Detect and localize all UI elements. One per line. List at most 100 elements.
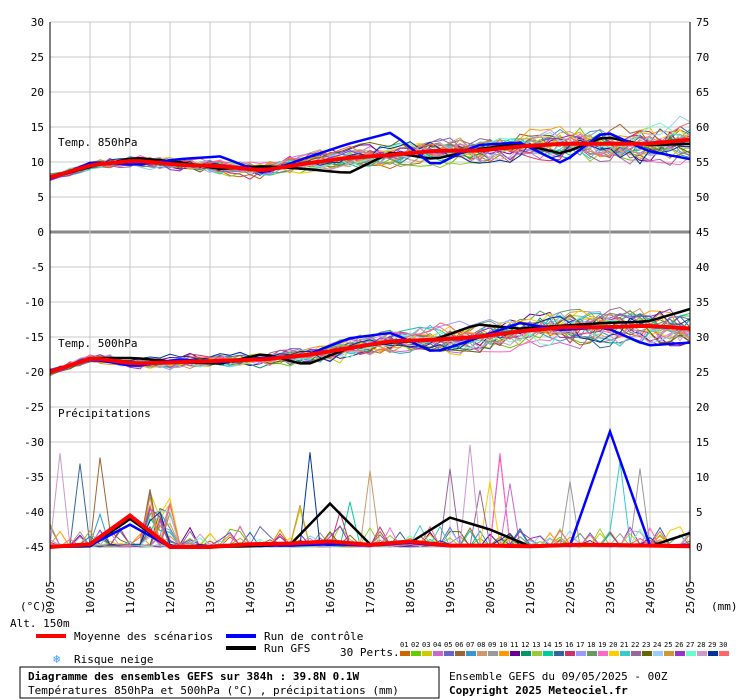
right-tick-label: 20 xyxy=(696,401,709,414)
perturbation-id: 07 xyxy=(466,641,474,649)
pert-line-500 xyxy=(49,323,691,371)
perturbation-id: 14 xyxy=(543,641,551,649)
left-unit-label: (°C) xyxy=(20,600,47,613)
perturbation-swatch xyxy=(708,651,718,656)
right-tick-label: 5 xyxy=(696,506,703,519)
x-tick-label: 23/05 xyxy=(604,581,617,614)
perturbation-id: 09 xyxy=(488,641,496,649)
perturbation-swatch xyxy=(598,651,608,656)
series-mean-precip xyxy=(49,512,691,549)
perturbation-swatch xyxy=(686,651,696,656)
perturbation-swatch xyxy=(510,651,520,656)
panel-label-t500: Temp. 500hPa xyxy=(58,337,137,350)
perturbation-swatch xyxy=(631,651,641,656)
perturbation-id: 15 xyxy=(554,641,562,649)
perturbation-id: 21 xyxy=(620,641,628,649)
footer-subtitle: Températures 850hPa et 500hPa (°C) , pré… xyxy=(28,684,399,697)
perturbation-swatch xyxy=(576,651,586,656)
x-tick-label: 17/05 xyxy=(364,581,377,614)
perturbation-swatch xyxy=(543,651,553,656)
footer-copyright: Copyright 2025 Meteociel.fr xyxy=(449,684,628,697)
series-mean-500 xyxy=(49,324,691,374)
x-tick-label: 20/05 xyxy=(484,581,497,614)
perturbation-swatch xyxy=(719,651,729,656)
perturbation-swatch xyxy=(433,651,443,656)
right-tick-label: 65 xyxy=(696,86,709,99)
perturbation-swatch xyxy=(697,651,707,656)
left-tick-label: -10 xyxy=(24,296,44,309)
perturbation-id: 23 xyxy=(642,641,650,649)
perturbation-swatch xyxy=(521,651,531,656)
footer-run-info: Ensemble GEFS du 09/05/2025 - 00Z xyxy=(449,670,668,683)
left-tick-label: -5 xyxy=(31,261,44,274)
perturbation-swatch xyxy=(466,651,476,656)
perturbation-swatch xyxy=(675,651,685,656)
footer-box xyxy=(19,666,440,699)
perturbation-id: 05 xyxy=(444,641,452,649)
left-tick-label: -40 xyxy=(24,506,44,519)
left-tick-label: 0 xyxy=(37,226,44,239)
perturbation-id: 13 xyxy=(532,641,540,649)
perturbation-swatch xyxy=(587,651,597,656)
x-tick-label: 22/05 xyxy=(564,581,577,614)
snowflake-icon: ❄ xyxy=(53,652,60,666)
right-tick-label: 0 xyxy=(696,541,703,554)
perturbation-swatch xyxy=(488,651,498,656)
left-tick-label: 5 xyxy=(37,191,44,204)
perturbation-swatch xyxy=(532,651,542,656)
perturbation-id: 27 xyxy=(686,641,694,649)
pert-line-850 xyxy=(49,128,691,178)
perturbation-swatch xyxy=(455,651,465,656)
legend-snow-label: Risque neige xyxy=(74,653,153,666)
right-tick-label: 30 xyxy=(696,331,709,344)
left-tick-label: 20 xyxy=(31,86,44,99)
left-tick-label: -20 xyxy=(24,366,44,379)
left-tick-label: 15 xyxy=(31,121,44,134)
perturbation-id: 25 xyxy=(664,641,672,649)
left-tick-label: -35 xyxy=(24,471,44,484)
main-series xyxy=(49,131,691,549)
perturbation-id: 11 xyxy=(510,641,518,649)
perturbation-id: 28 xyxy=(697,641,705,649)
x-tick-label: 25/05 xyxy=(684,581,697,614)
left-tick-label: -15 xyxy=(24,331,44,344)
right-unit-label: (mm) xyxy=(711,600,738,613)
legend-control-label: Run de contrôle xyxy=(264,630,363,643)
perturbation-id: 24 xyxy=(653,641,661,649)
perturbation-id: 04 xyxy=(433,641,441,649)
right-tick-label: 40 xyxy=(696,261,709,274)
left-tick-label: 25 xyxy=(31,51,44,64)
panel-label-t850: Temp. 850hPa xyxy=(58,136,137,149)
x-tick-label: 21/05 xyxy=(524,581,537,614)
pert-line-500 xyxy=(49,310,691,371)
perturbation-id: 03 xyxy=(422,641,430,649)
left-tick-label: 30 xyxy=(31,16,44,29)
right-tick-label: 70 xyxy=(696,51,709,64)
x-tick-label: 15/05 xyxy=(284,581,297,614)
perturbation-id: 17 xyxy=(576,641,584,649)
left-tick-label: -45 xyxy=(24,541,44,554)
x-tick-label: 12/05 xyxy=(164,581,177,614)
right-tick-label: 10 xyxy=(696,471,709,484)
perturbation-id: 02 xyxy=(411,641,419,649)
perturbation-id: 08 xyxy=(477,641,485,649)
right-tick-label: 75 xyxy=(696,16,709,29)
perturbation-id: 01 xyxy=(400,641,408,649)
perturbation-id: 12 xyxy=(521,641,529,649)
legend-gfs-label: Run GFS xyxy=(264,642,310,655)
right-tick-label: 35 xyxy=(696,296,709,309)
perturbation-swatch xyxy=(400,651,410,656)
right-tick-label: 15 xyxy=(696,436,709,449)
x-tick-label: 24/05 xyxy=(644,581,657,614)
perturbation-id: 10 xyxy=(499,641,507,649)
x-tick-label: 09/05 xyxy=(44,581,57,614)
perturbation-swatch xyxy=(565,651,575,656)
left-tick-label: -30 xyxy=(24,436,44,449)
legend: Moyenne des scénarios Run de contrôle Ru… xyxy=(36,630,729,666)
perturbation-legend: 01 02 03 04 05 06 07 08 09 10 11 12 13 14 15 16 17 18 19 20… xyxy=(400,641,729,656)
perturbation-id: 18 xyxy=(587,641,595,649)
x-tick-label: 16/05 xyxy=(324,581,337,614)
perturbation-id: 20 xyxy=(609,641,617,649)
